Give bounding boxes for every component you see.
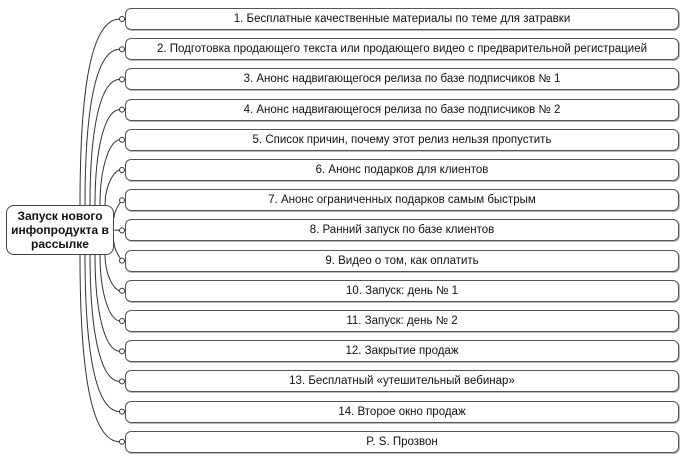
topic-node[interactable]: 2. Подготовка продающего текста или прод…: [125, 38, 679, 61]
connector-line: [89, 78, 121, 206]
topic-node[interactable]: 9. Видео о том, как оплатить: [125, 249, 679, 272]
topic-node-label: 13. Бесплатный «утешительный вебинар»: [289, 375, 515, 388]
connector-line: [84, 254, 121, 413]
connector-dot: [119, 257, 125, 264]
connector-dot: [119, 318, 125, 324]
topic-node-label: 3. Анонс надвигающегося релиза по базе п…: [243, 73, 561, 86]
connector-line: [113, 199, 122, 219]
topic-node[interactable]: 1. Бесплатные качественные материалы по …: [125, 8, 679, 30]
topic-node-label: 2. Подготовка продающего текста или прод…: [156, 43, 648, 56]
connector-line: [89, 254, 121, 382]
topic-node[interactable]: 7. Анонс ограниченных подарков самым быс…: [125, 189, 679, 212]
topic-node[interactable]: 10. Запуск: день № 1: [125, 279, 679, 302]
connector-line: [94, 109, 121, 206]
topic-node-label: 9. Видео о том, как оплатить: [325, 254, 479, 267]
central-topic[interactable]: Запуск нового инфопродукта в рассылке: [6, 205, 114, 255]
connector-line: [99, 254, 121, 322]
connector-dot: [119, 408, 125, 415]
connector-dot: [119, 227, 125, 234]
topic-node-label: 12. Закрытие продаж: [345, 345, 459, 358]
central-topic-label: Запуск нового инфопродукта в рассылке: [11, 209, 109, 251]
connector-line: [104, 169, 121, 206]
connector-line: [113, 241, 122, 262]
connector-line: [94, 254, 121, 352]
topic-node[interactable]: 6. Анонс подарков для клиентов: [125, 159, 679, 181]
connector-dot: [119, 46, 125, 53]
topic-node-label: 7. Анонс ограниченных подарков самым быс…: [268, 194, 536, 207]
topic-node[interactable]: 12. Закрытие продаж: [125, 340, 679, 363]
connector-dot: [119, 106, 125, 113]
connector-line: [99, 139, 121, 206]
connector-line: [104, 254, 121, 292]
connector-dot: [119, 167, 125, 173]
topic-node[interactable]: 3. Анонс надвигающегося релиза по базе п…: [125, 68, 679, 91]
topic-node[interactable]: P. S. Прозвон: [125, 430, 679, 453]
topic-node-label: 11. Запуск: день № 2: [346, 315, 458, 327]
topic-node[interactable]: 13. Бесплатный «утешительный вебинар»: [125, 370, 679, 393]
topic-node-label: 14. Второе окно продаж: [338, 405, 466, 418]
connector-line: [79, 254, 121, 443]
topic-node[interactable]: 11. Запуск: день № 2: [125, 310, 679, 332]
connector-dot: [119, 348, 125, 355]
topic-node[interactable]: 5. Список причин, почему этот релиз нель…: [125, 128, 679, 151]
connector-dot: [119, 378, 125, 385]
topic-node-label: P. S. Прозвон: [366, 435, 438, 448]
connector-dot: [119, 197, 125, 204]
topic-node-label: 1. Бесплатные качественные материалы по …: [233, 13, 571, 25]
topic-node[interactable]: 14. Второе окно продаж: [125, 400, 679, 423]
connector-dot: [119, 16, 125, 22]
connector-dot: [119, 76, 125, 83]
connector-line: [84, 48, 121, 206]
topic-node-label: 4. Анонс надвигающегося релиза по базе п…: [243, 103, 561, 116]
connector-line: [79, 18, 121, 206]
topic-node[interactable]: 4. Анонс надвигающегося релиза по базе п…: [125, 98, 679, 121]
connector-dot: [119, 136, 125, 143]
connector-dot: [119, 287, 125, 294]
topic-node-label: 5. Список причин, почему этот релиз нель…: [252, 133, 552, 146]
topic-node-label: 10. Запуск: день № 1: [345, 284, 459, 297]
topic-node[interactable]: 8. Ранний запуск по базе клиентов: [125, 219, 679, 242]
topic-node-label: 6. Анонс подарков для клиентов: [315, 164, 489, 176]
connector-dot: [119, 438, 125, 445]
topic-node-label: 8. Ранний запуск по базе клиентов: [309, 224, 495, 237]
